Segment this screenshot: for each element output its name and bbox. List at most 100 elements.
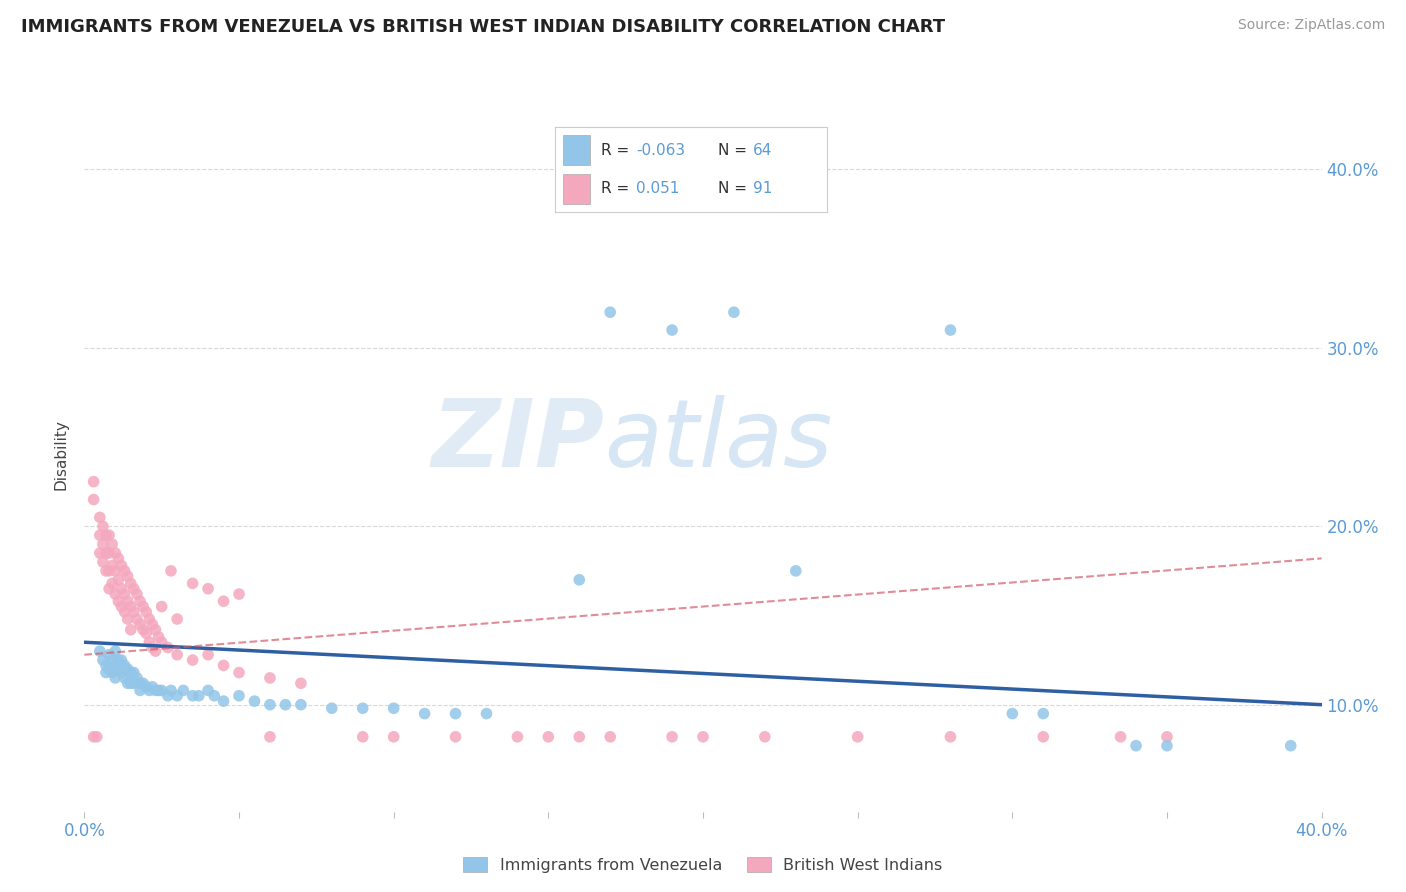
Point: [125, 612, 148, 626]
Point: [181, 653, 204, 667]
Point: [939, 730, 962, 744]
Point: [599, 730, 621, 744]
Text: ZIP: ZIP: [432, 394, 605, 487]
Point: [145, 644, 167, 658]
Point: [723, 305, 745, 319]
Point: [160, 683, 183, 698]
Point: [661, 730, 683, 744]
Point: [352, 730, 374, 744]
Point: [1032, 706, 1054, 721]
Point: [120, 665, 142, 680]
Point: [107, 653, 129, 667]
Point: [148, 683, 170, 698]
Point: [89, 528, 111, 542]
Point: [166, 612, 188, 626]
Point: [172, 683, 194, 698]
Text: IMMIGRANTS FROM VENEZUELA VS BRITISH WEST INDIAN DISABILITY CORRELATION CHART: IMMIGRANTS FROM VENEZUELA VS BRITISH WES…: [21, 18, 945, 36]
Point: [290, 676, 312, 690]
Point: [98, 582, 121, 596]
Point: [89, 546, 111, 560]
Point: [568, 573, 591, 587]
Point: [114, 658, 136, 673]
Point: [94, 665, 117, 680]
Point: [228, 689, 250, 703]
Point: [228, 665, 250, 680]
Y-axis label: Disability: Disability: [53, 419, 69, 491]
Point: [83, 475, 105, 489]
Point: [197, 648, 219, 662]
Point: [444, 730, 467, 744]
Point: [98, 546, 121, 560]
Point: [132, 599, 155, 614]
Point: [181, 689, 204, 703]
Point: [197, 683, 219, 698]
Point: [125, 587, 148, 601]
Point: [117, 594, 139, 608]
Point: [141, 617, 163, 632]
Point: [259, 730, 281, 744]
Point: [122, 582, 145, 596]
Point: [274, 698, 297, 712]
Point: [110, 665, 132, 680]
Point: [114, 605, 136, 619]
Point: [1001, 706, 1024, 721]
Point: [148, 630, 170, 644]
Point: [117, 662, 139, 676]
Point: [94, 564, 117, 578]
Point: [110, 558, 132, 573]
Point: [1156, 730, 1178, 744]
Point: [785, 564, 807, 578]
Point: [91, 537, 114, 551]
Point: [91, 519, 114, 533]
Point: [114, 671, 136, 685]
Point: [114, 587, 136, 601]
Point: [117, 676, 139, 690]
Point: [94, 658, 117, 673]
Point: [150, 635, 173, 649]
Legend: Immigrants from Venezuela, British West Indians: Immigrants from Venezuela, British West …: [457, 851, 949, 880]
Point: [101, 576, 124, 591]
Point: [382, 730, 405, 744]
Point: [91, 555, 114, 569]
Point: [94, 528, 117, 542]
Point: [156, 689, 179, 703]
Point: [138, 612, 160, 626]
Point: [132, 676, 155, 690]
Point: [135, 680, 157, 694]
Point: [692, 730, 714, 744]
Point: [166, 689, 188, 703]
Point: [89, 510, 111, 524]
Point: [101, 537, 124, 551]
Point: [181, 576, 204, 591]
Point: [104, 564, 127, 578]
Point: [202, 689, 225, 703]
Point: [104, 658, 127, 673]
Point: [129, 594, 152, 608]
Point: [243, 694, 266, 708]
Point: [1032, 730, 1054, 744]
Text: atlas: atlas: [605, 395, 832, 486]
Point: [132, 623, 155, 637]
Point: [156, 640, 179, 655]
Point: [599, 305, 621, 319]
Point: [138, 635, 160, 649]
Point: [321, 701, 343, 715]
Point: [83, 730, 105, 744]
Point: [129, 617, 152, 632]
Point: [212, 694, 235, 708]
Point: [145, 683, 167, 698]
Point: [141, 640, 163, 655]
Point: [129, 683, 152, 698]
Point: [1109, 730, 1132, 744]
Point: [98, 648, 121, 662]
Point: [506, 730, 529, 744]
Point: [83, 492, 105, 507]
Point: [141, 680, 163, 694]
Point: [1125, 739, 1147, 753]
Point: [101, 653, 124, 667]
Point: [94, 546, 117, 560]
Point: [122, 605, 145, 619]
Point: [444, 706, 467, 721]
Point: [104, 546, 127, 560]
Point: [104, 644, 127, 658]
